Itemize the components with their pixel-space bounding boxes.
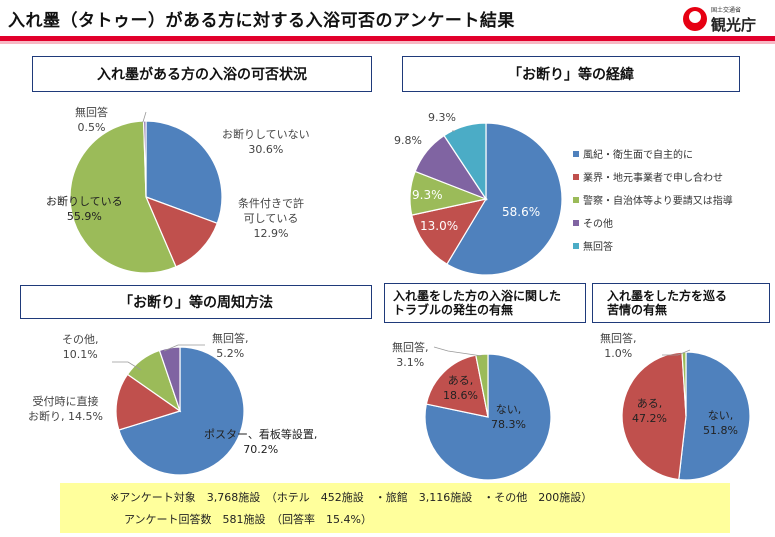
- chart5-label-none: ない, 51.8%: [703, 409, 738, 437]
- chart3-label-no-answer: 無回答, 5.2%: [212, 332, 249, 360]
- chart5-title: 入れ墨をした方を巡る 苦情の有無: [592, 283, 770, 323]
- chart2-label-no-answer: 9.3%: [428, 111, 456, 124]
- chart4-title: 入れ墨をした方の入浴に関した トラブルの発生の有無: [384, 283, 586, 323]
- chart5-slice-1: [678, 351, 751, 481]
- page-title: 入れ墨（タトゥー）がある方に対する入浴可否のアンケート結果: [8, 11, 515, 31]
- chart1-label-conditional: 条件付きで許 可している 12.9%: [238, 197, 304, 240]
- chart3-slice-2: [115, 373, 182, 431]
- chart4-title-text: 入れ墨をした方の入浴に関した トラブルの発生の有無: [393, 289, 562, 317]
- note-line-2: アンケート回答数 581施設 （回答率 15.4%）: [124, 513, 372, 526]
- chart3-label-other: その他, 10.1%: [62, 333, 99, 361]
- chart4-slice-2: [425, 354, 489, 418]
- logo-mark-icon: [683, 7, 707, 31]
- chart1-label-not-refused: お断りしていない 30.6%: [222, 128, 310, 156]
- chart1-pie: [69, 120, 223, 274]
- legend-item: 業界・地元事業者で申し合わせ: [573, 165, 733, 188]
- chart2-title: 「お断り」等の経緯: [402, 56, 740, 92]
- chart3-label-poster: ポスター、看板等設置, 70.2%: [204, 428, 318, 456]
- chart3-title: 「お断り」等の周知方法: [20, 285, 372, 319]
- chart2-legend: 風紀・衛生面で自主的に 業界・地元事業者で申し合わせ 警察・自治体等より要請又は…: [573, 142, 733, 257]
- note-line-1: ※アンケート対象 3,768施設 （ホテル 452施設 ・旅館 3,116施設 …: [110, 491, 593, 504]
- legend-item: 警察・自治体等より要請又は指導: [573, 188, 733, 211]
- chart5-title-text: 入れ墨をした方を巡る 苦情の有無: [607, 289, 728, 317]
- chart1-slice-1: [145, 120, 223, 225]
- chart1-title: 入れ墨がある方の入浴の可否状況: [32, 56, 372, 92]
- ministry-name: 国土交通省: [711, 7, 742, 14]
- chart4-label-yes: ある, 18.6%: [443, 374, 478, 402]
- chart5-pie: [621, 351, 751, 481]
- chart4-label-none: ない, 78.3%: [491, 403, 526, 431]
- chart1-label-no-answer: 無回答 0.5%: [75, 106, 108, 134]
- header-red-bar: [0, 36, 775, 41]
- chart3-slice-1: [118, 346, 245, 476]
- chart5-label-no-answer: 無回答, 1.0%: [600, 332, 637, 360]
- chart5-slice-2: [621, 351, 687, 481]
- legend-item: 無回答: [573, 234, 733, 257]
- agency-logo: 国土交通省 観光庁: [683, 4, 773, 36]
- chart2-slice-1: [446, 122, 563, 276]
- chart4-label-no-answer: 無回答, 3.1%: [392, 341, 429, 369]
- chart2-slice-5: [443, 122, 487, 201]
- chart2-label-agreement: 13.0%: [420, 219, 459, 233]
- chart2-pie: [409, 122, 563, 276]
- legend-item: 風紀・衛生面で自主的に: [573, 142, 733, 165]
- chart3-pie: [115, 346, 245, 476]
- header-pink-bar: [0, 41, 775, 44]
- chart2-label-voluntary: 58.6%: [502, 205, 541, 219]
- survey-note: ※アンケート対象 3,768施設 （ホテル 452施設 ・旅館 3,116施設 …: [60, 483, 730, 533]
- chart3-label-reception: 受付時に直接 お断り, 14.5%: [28, 395, 103, 423]
- leader-lines: [112, 111, 691, 371]
- chart2-slice-2: [411, 198, 488, 265]
- chart1-slice-2: [144, 195, 219, 268]
- chart1-label-refused: お断りしている 55.9%: [46, 195, 123, 223]
- chart4-pie: [424, 353, 552, 481]
- chart1-slice-3: [69, 120, 177, 274]
- chart5-label-yes: ある, 47.2%: [632, 397, 667, 425]
- agency-name: 観光庁: [711, 16, 757, 34]
- legend-item: その他: [573, 211, 733, 234]
- chart3-slice-4: [158, 346, 181, 412]
- chart2-label-other: 9.8%: [394, 134, 422, 147]
- chart2-label-police: 9.3%: [412, 188, 443, 202]
